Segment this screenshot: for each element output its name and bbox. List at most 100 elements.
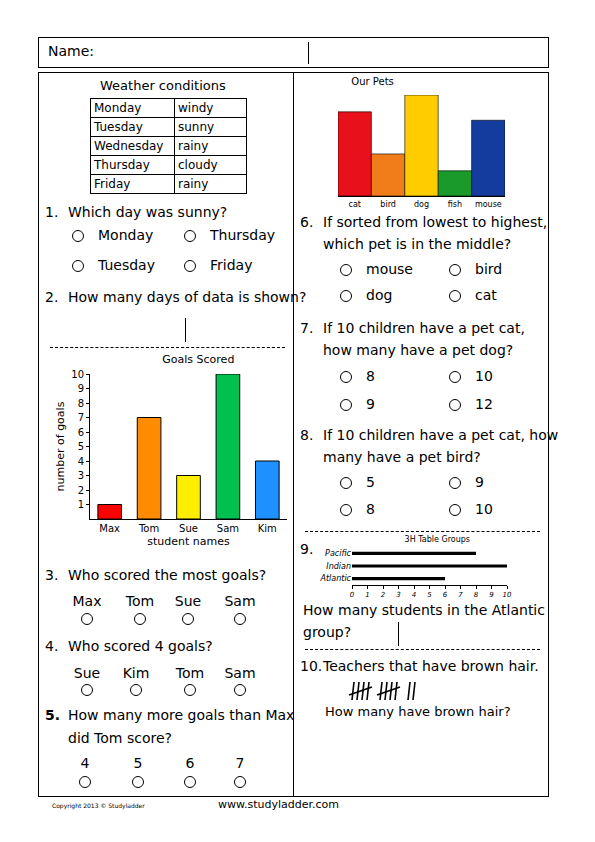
html-text:cloudy: cloudy [178,158,218,172]
html-text:www.studyladder.com: www.studyladder.com [218,798,339,811]
svg-text:9: 9 [78,383,84,394]
svg-text:number of goals: number of goals [54,401,67,491]
html-text:7: 7 [235,755,245,771]
html-text:3.: 3. [45,567,59,583]
svg-text:5: 5 [427,591,432,599]
html-text:rainy: rainy [178,139,209,153]
svg-text:10: 10 [503,591,512,599]
html-text:dog: dog [366,287,393,303]
svg-text:2: 2 [381,591,386,599]
html-text:windy: windy [178,101,214,115]
html-text:If 10 children have a pet cat,: If 10 children have a pet cat, [323,320,525,336]
svg-text:fish: fish [448,200,462,209]
html-text:12: 12 [475,396,493,412]
svg-text:3: 3 [396,591,400,599]
svg-text:Kim: Kim [258,523,277,534]
html-text:Tuesday: Tuesday [98,257,155,273]
html-text:9.: 9. [300,541,314,557]
svg-text:1: 1 [365,591,369,599]
html-text:Kim: Kim [122,665,150,681]
html-text:Friday: Friday [94,177,131,191]
html-text:1.: 1. [45,204,59,220]
html-text:Tom: Tom [125,593,155,609]
svg-text:bird: bird [380,200,396,209]
html-text:sunny: sunny [178,120,215,134]
svg-text:Sam: Sam [217,523,239,534]
html-text:2.: 2. [45,289,59,305]
html-text:rainy: rainy [178,177,209,191]
svg-text:1: 1 [78,499,84,510]
html-text:Sam: Sam [224,665,256,681]
html-text:If 10 children have a pet cat,: If 10 children have a pet cat, how [323,427,559,443]
html-text:5: 5 [133,755,143,771]
svg-text:Atlantic: Atlantic [319,574,351,583]
html-text:how many have a pet dog?: how many have a pet dog? [323,342,514,358]
html-text:Monday: Monday [98,227,154,243]
svg-text:Pacific: Pacific [325,549,352,558]
svg-text:4: 4 [78,456,84,467]
html-text:7.: 7. [300,320,314,336]
svg-text:6: 6 [443,591,448,599]
html-text:which pet is in the middle?: which pet is in the middle? [323,236,512,252]
html-text:Max: Max [72,593,102,609]
html-text:6.: 6. [300,214,314,230]
html-text:5.: 5. [45,707,61,723]
svg-text:8: 8 [78,398,84,409]
svg-text:8: 8 [474,591,479,599]
svg-text:Sue: Sue [179,523,198,534]
html-text:Friday: Friday [210,257,253,273]
svg-text:mouse: mouse [475,200,502,209]
html-text:Sam: Sam [224,593,256,609]
html-text:4: 4 [80,755,90,771]
html-text:Monday: Monday [94,101,142,115]
html-text:Thursday: Thursday [94,158,150,172]
html-text:How many days of data is shown: How many days of data is shown? [68,289,307,305]
html-text:Tuesday: Tuesday [94,120,143,134]
html-text:How many students in the Atlan: How many students in the Atlantic [303,602,545,618]
svg-text:dog: dog [414,200,429,209]
svg-text:4: 4 [412,591,416,599]
html-text:Thursday: Thursday [210,227,276,243]
svg-text:Tom: Tom [138,523,159,534]
html-text:10. Teachers that have brown h: 10. Teachers that have brown hair. [300,658,539,674]
svg-text:9: 9 [489,591,494,599]
html-text:Which day was sunny?: Which day was sunny? [68,204,228,220]
html-text:If sorted from lowest to highe: If sorted from lowest to highest, [323,214,548,230]
svg-text:7: 7 [78,412,84,423]
html-text:Sue: Sue [73,665,101,681]
html-text:Wednesday: Wednesday [94,139,164,153]
html-text:did Tom score?: did Tom score? [68,730,172,746]
html-text:4.: 4. [45,638,59,654]
html-text:Weather conditions: Weather conditions [100,78,226,93]
html-text:10: 10 [475,368,493,384]
html-text:Who scored 4 goals?: Who scored 4 goals? [68,638,213,654]
svg-text:student names: student names [147,535,230,548]
html-text:Tom: Tom [175,665,205,681]
html-text:Sue: Sue [174,593,202,609]
html-text:How many more goals than Max: How many more goals than Max [68,707,295,723]
html-text:mouse: mouse [366,261,413,277]
html-text:How many have brown hair?: How many have brown hair? [325,704,511,719]
svg-text:3: 3 [78,470,84,481]
svg-text:Max: Max [99,523,120,534]
svg-text:5: 5 [78,441,84,452]
svg-text:3H Table Groups: 3H Table Groups [405,535,470,544]
svg-text:cat: cat [348,200,360,209]
svg-text:0: 0 [350,591,355,599]
svg-text:6: 6 [78,427,84,438]
html-text:6: 6 [185,755,195,771]
html-text:10: 10 [475,501,493,517]
html-text:8.: 8. [300,427,314,443]
html-text:Who scored the most goals?: Who scored the most goals? [68,567,267,583]
svg-text:Our Pets: Our Pets [351,76,393,87]
svg-text:10: 10 [71,369,84,380]
svg-text:2: 2 [78,485,84,496]
svg-text:7: 7 [458,591,463,599]
html-text:cat: cat [475,287,497,303]
svg-text:Indian: Indian [326,562,351,571]
html-text:bird: bird [475,261,503,277]
html-text:Name:: Name: [48,43,94,59]
html-text:group?: group? [303,624,352,640]
html-text:many have a pet bird?: many have a pet bird? [323,449,481,465]
svg-text:Goals Scored: Goals Scored [162,353,234,366]
